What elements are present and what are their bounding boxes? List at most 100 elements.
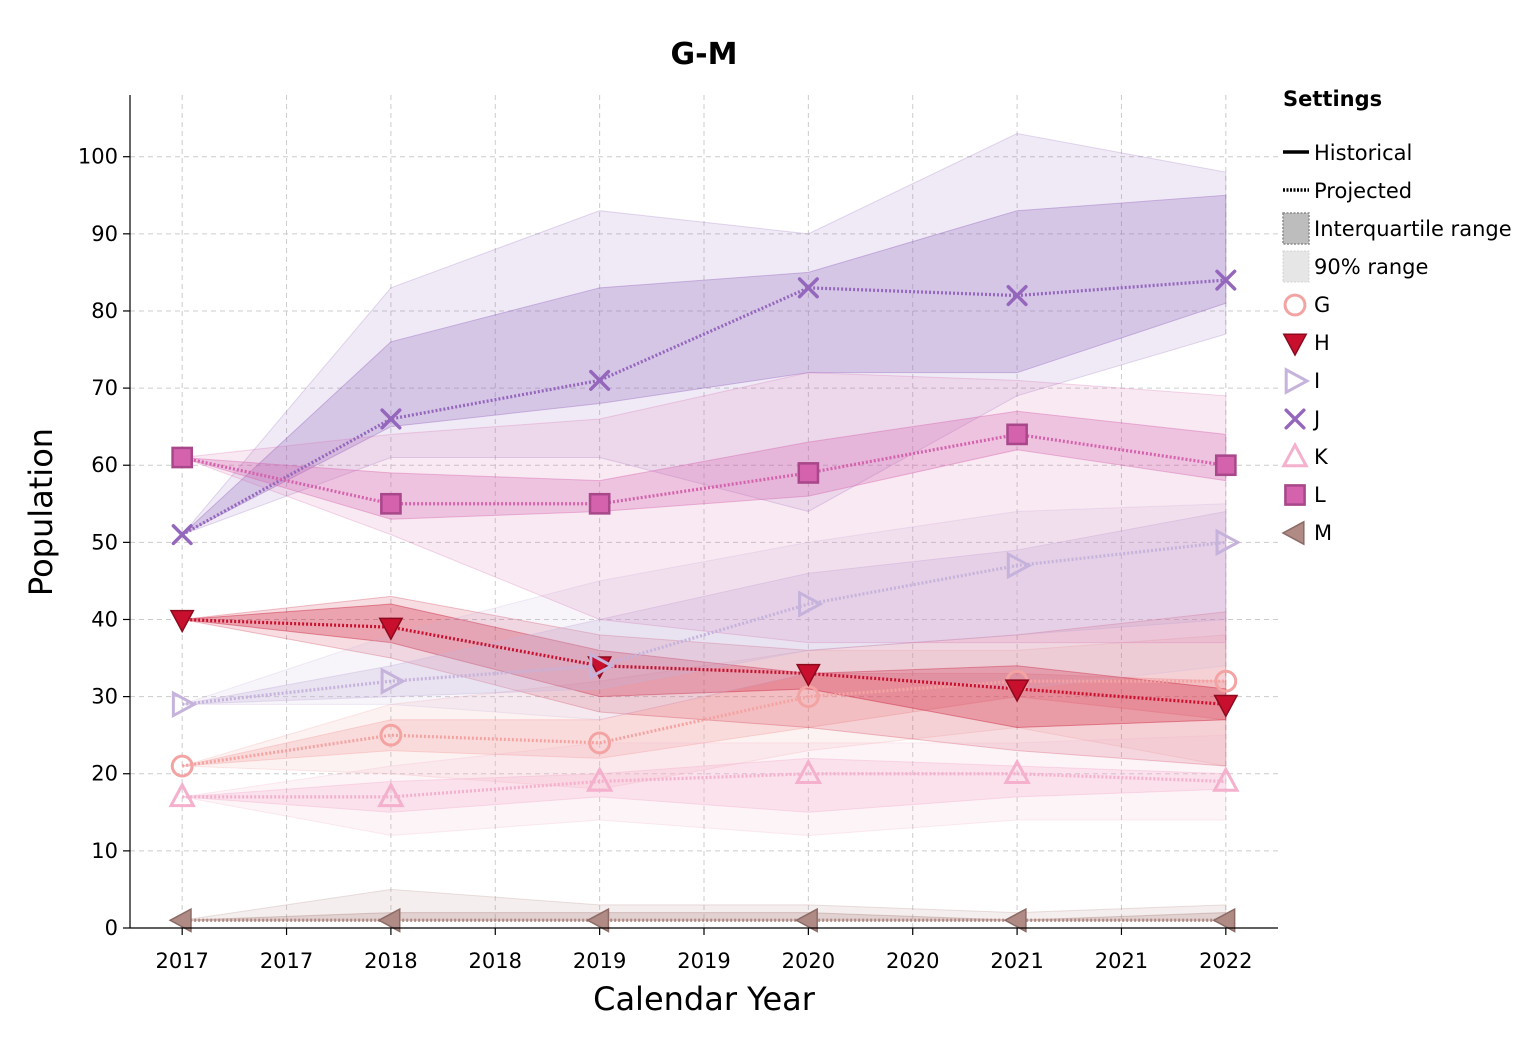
x-tick-label: 2017	[155, 949, 208, 973]
band-90-H	[182, 595, 1227, 767]
legend-marker-M	[1281, 520, 1305, 546]
series-line-G	[181, 679, 1226, 768]
axes: 2017 2017 2018 2018 2019 2019 2020 2020 2021 2021…	[78, 95, 1278, 973]
point-M	[168, 907, 192, 933]
x-tick-label: 2021	[990, 949, 1043, 973]
chart-title: G-M	[671, 37, 738, 72]
point-J	[1215, 269, 1237, 291]
legend-marker-H	[1282, 333, 1308, 357]
series-line-L	[181, 432, 1227, 506]
point-J	[380, 408, 402, 430]
point-M	[377, 907, 401, 933]
point-L	[588, 492, 611, 515]
legend-marker-J	[1284, 408, 1306, 430]
point-H	[169, 609, 195, 634]
legend-marker-I	[1284, 367, 1311, 395]
legend-marker-K	[1281, 441, 1309, 468]
band-iqr-K	[182, 757, 1227, 813]
point-J	[589, 369, 611, 391]
band-iqr-J	[181, 194, 1227, 536]
point-L	[1214, 454, 1237, 477]
y-tick-label: 100	[78, 145, 118, 169]
point-K	[1212, 766, 1240, 792]
series-markers	[168, 269, 1241, 933]
legend-label-K: K	[1314, 445, 1329, 469]
x-tick-label: 2020	[886, 949, 939, 973]
point-L	[797, 462, 820, 484]
x-tick-label: 2018	[469, 949, 522, 973]
x-tick-label: 2021	[1095, 949, 1148, 973]
point-I	[171, 690, 198, 719]
x-tick-label: 2017	[260, 949, 313, 973]
point-H	[378, 617, 404, 641]
point-K	[585, 766, 614, 792]
legend-label-L: L	[1314, 483, 1326, 507]
marker-stroke	[171, 524, 193, 546]
legend-marker-L	[1284, 484, 1306, 506]
point-K	[794, 758, 823, 785]
series-line-J	[181, 278, 1226, 537]
point-L	[380, 492, 402, 515]
point-H	[795, 663, 821, 688]
legend-projected-label: Projected	[1314, 179, 1412, 203]
x-axis-label: Calendar Year	[593, 980, 816, 1018]
point-K	[1003, 758, 1031, 785]
y-tick-label: 90	[91, 222, 118, 246]
y-tick-label: 20	[91, 762, 118, 786]
uncertainty-bands	[180, 133, 1227, 921]
y-tick-label: 30	[91, 685, 118, 709]
y-tick-label: 70	[91, 376, 118, 400]
point-G	[379, 723, 403, 747]
marker-stroke	[1006, 284, 1028, 307]
point-M	[1003, 907, 1027, 933]
series-line-I	[182, 540, 1226, 706]
point-K	[168, 781, 196, 808]
band-90-K	[182, 734, 1227, 836]
legend-label-G: G	[1314, 293, 1330, 317]
x-tick-label: 2018	[364, 949, 417, 973]
point-K	[377, 781, 405, 808]
y-tick-label: 0	[105, 916, 118, 940]
legend-label-H: H	[1314, 331, 1330, 355]
point-M	[586, 907, 610, 933]
band-90-M	[182, 888, 1227, 921]
point-J	[797, 277, 819, 299]
marker-stroke	[589, 369, 611, 391]
y-tick-label: 60	[91, 453, 118, 477]
band-90-I	[182, 503, 1227, 721]
point-I	[1006, 551, 1033, 580]
series-line-H	[182, 617, 1226, 706]
marker-stroke	[1284, 408, 1306, 430]
point-G	[170, 754, 194, 778]
marker-stroke	[1215, 269, 1237, 291]
point-G	[588, 731, 612, 755]
legend-label-M: M	[1314, 521, 1332, 545]
y-tick-label: 10	[91, 839, 118, 863]
point-H	[1213, 694, 1239, 718]
x-tick-label: 2019	[573, 949, 626, 973]
legend-range90-swatch	[1282, 250, 1310, 283]
legend-iqr-label: Interquartile range	[1314, 217, 1512, 241]
legend: Settings Historical Projected Interquartile…	[1281, 87, 1512, 546]
y-tick-label: 50	[91, 530, 118, 554]
legend-marker-G	[1283, 293, 1307, 317]
point-J	[1006, 284, 1028, 307]
point-L	[171, 446, 194, 469]
point-I	[798, 590, 824, 618]
x-tick-label: 2022	[1199, 949, 1252, 973]
series-lines	[181, 278, 1227, 922]
legend-label-I: I	[1314, 369, 1320, 393]
y-tick-label: 80	[91, 299, 118, 323]
x-tick-label: 2019	[677, 949, 730, 973]
point-I	[1215, 528, 1241, 557]
point-H	[1004, 679, 1030, 703]
legend-label-J: J	[1312, 407, 1320, 431]
band-iqr-I	[182, 510, 1227, 705]
series-line-K	[182, 772, 1226, 799]
x-tick-label: 2020	[782, 949, 835, 973]
point-I	[380, 667, 407, 695]
point-L	[1006, 423, 1028, 446]
legend-iqr-swatch	[1282, 212, 1310, 245]
marker-stroke	[380, 408, 402, 430]
